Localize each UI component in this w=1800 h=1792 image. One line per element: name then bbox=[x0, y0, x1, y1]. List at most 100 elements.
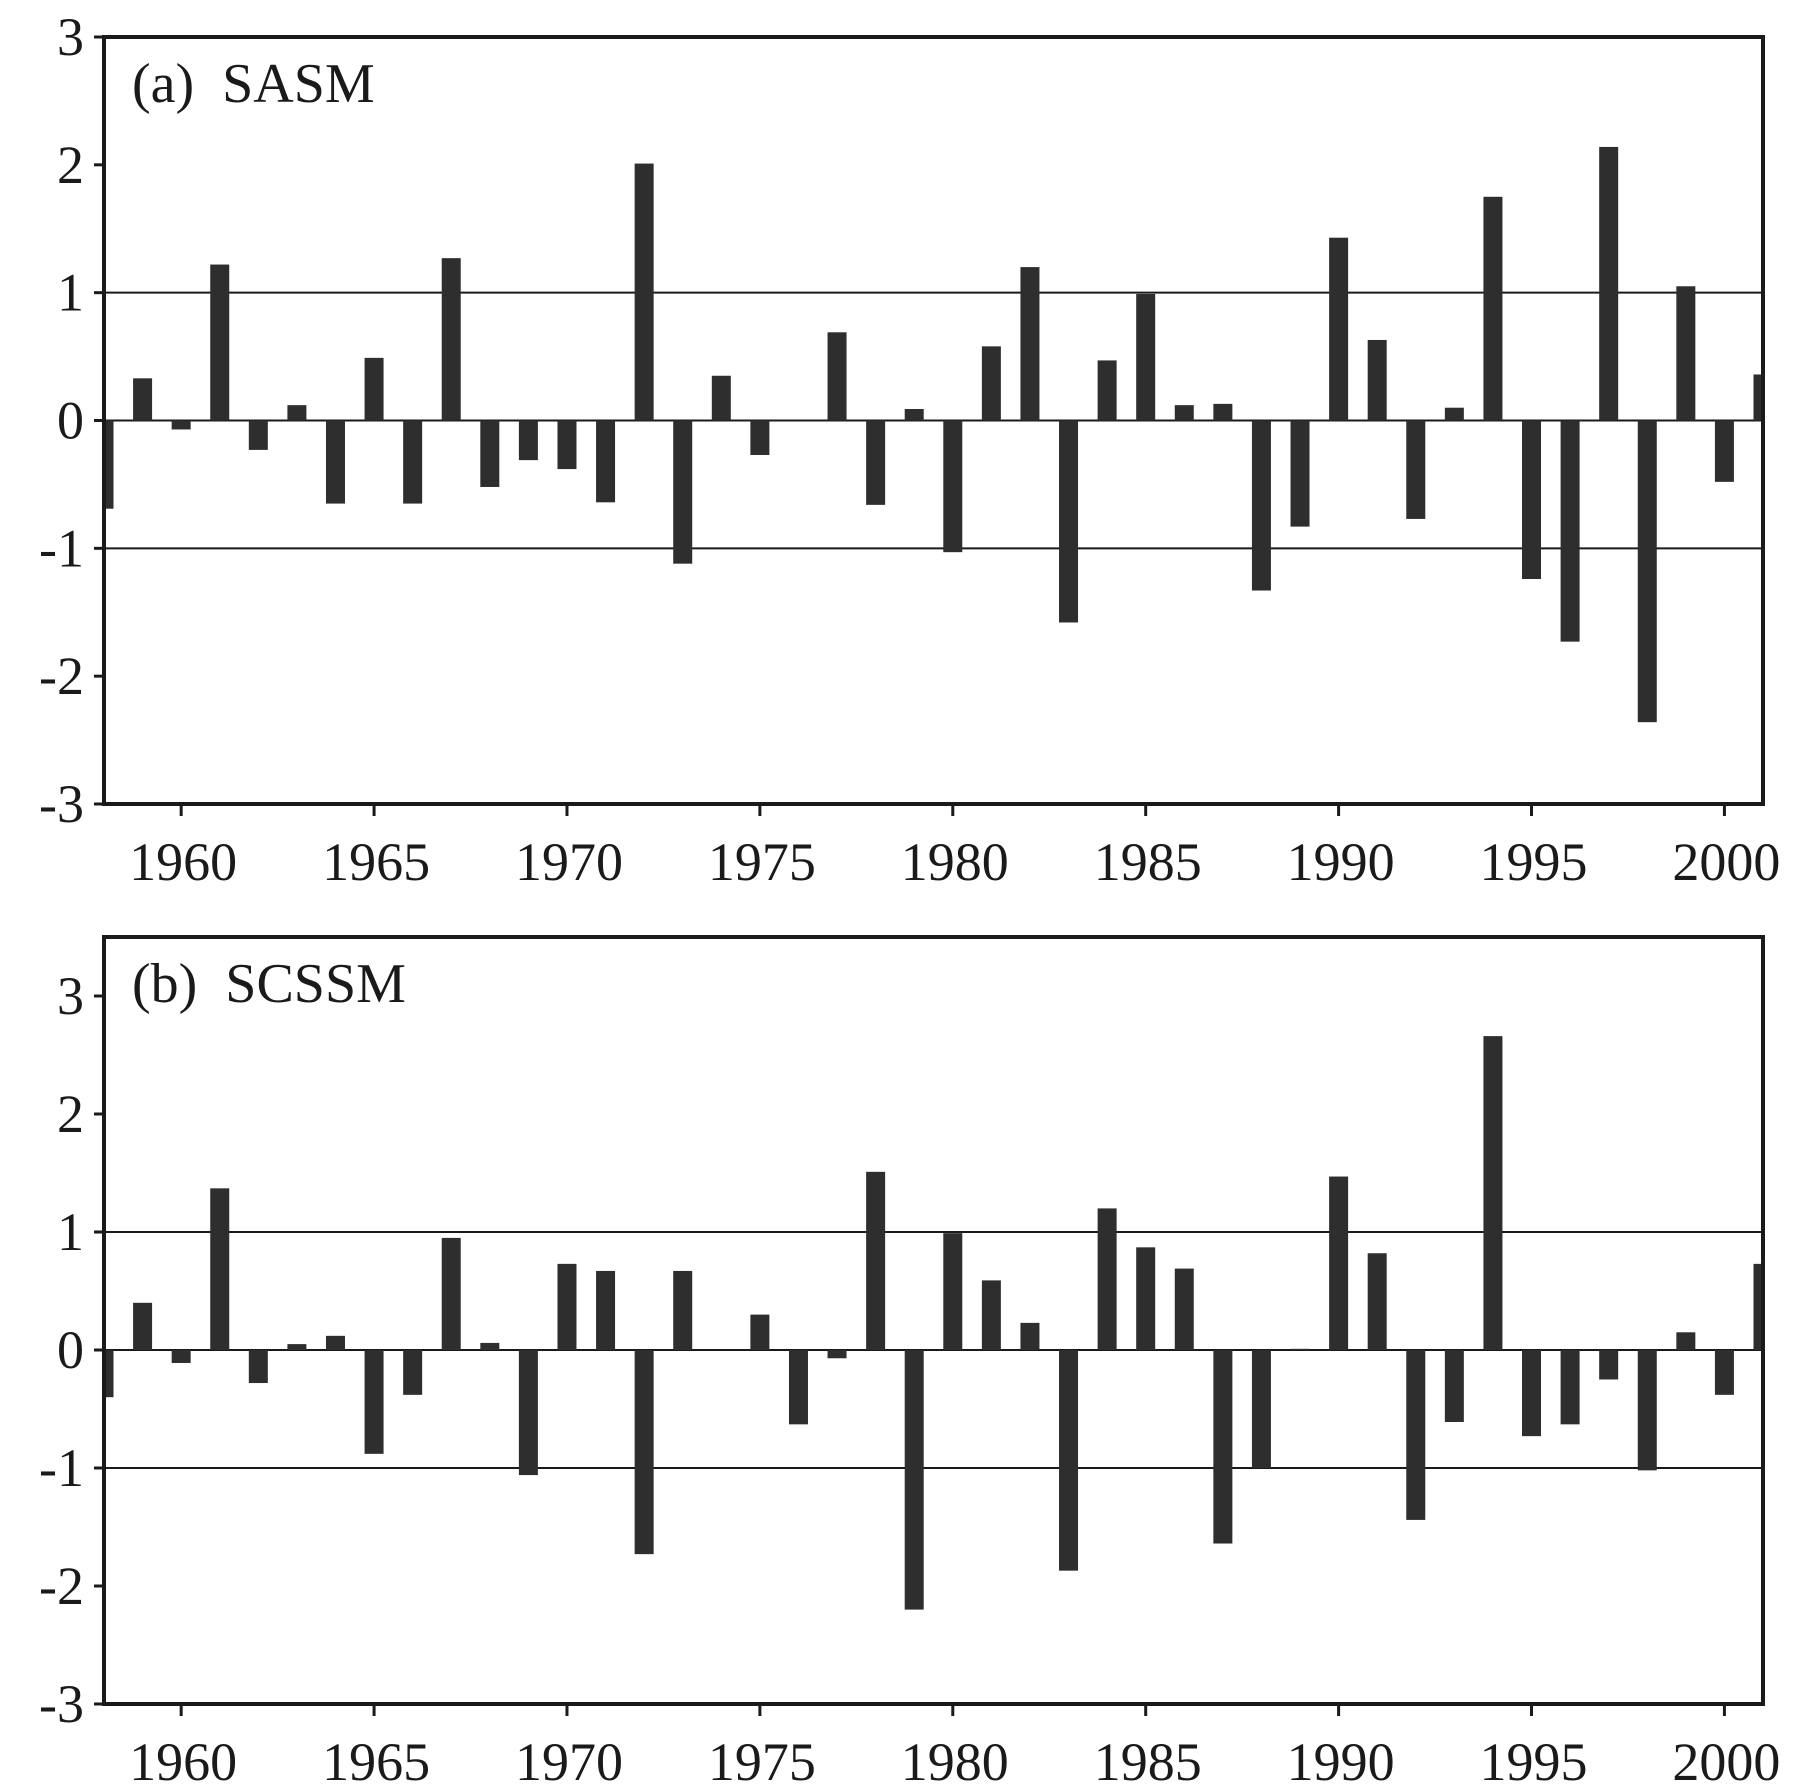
panel-a-sasm: -3 -2 -1 0 1 2 3 1960 1965 1970 1975 1980 1985 1990 19… bbox=[39, 7, 1780, 892]
bar-1959 bbox=[133, 1302, 153, 1350]
panel-title: (b) SCSSM bbox=[132, 953, 406, 1015]
x-tick-label: 1985 bbox=[1094, 1732, 1202, 1792]
bar-1967 bbox=[441, 1237, 461, 1350]
bar-1963 bbox=[287, 405, 307, 421]
bar-1995 bbox=[1522, 420, 1542, 580]
bar-2000 bbox=[1714, 420, 1734, 482]
bar-1987 bbox=[1213, 403, 1233, 421]
bar-1969 bbox=[518, 420, 538, 461]
bar-1979 bbox=[904, 1350, 924, 1610]
bar-1987 bbox=[1213, 1350, 1233, 1544]
panel-b-scssm: -3 -2 -1 0 1 2 3 1960 1965 1970 1975 1980 1985 1990 19… bbox=[39, 935, 1780, 1792]
x-tick-label: 2000 bbox=[1672, 832, 1780, 892]
bar-1975 bbox=[750, 1314, 770, 1350]
bar-1997 bbox=[1599, 146, 1619, 421]
y-tick-label: 2 bbox=[57, 1084, 84, 1144]
x-tick-label: 1980 bbox=[901, 832, 1009, 892]
bar-1986 bbox=[1174, 405, 1194, 421]
bar-1985 bbox=[1136, 1247, 1156, 1350]
bar-1980 bbox=[943, 420, 963, 553]
x-tick-label: 1960 bbox=[129, 1732, 237, 1792]
bar-1979 bbox=[904, 408, 924, 421]
bar-1965 bbox=[364, 1350, 384, 1454]
bar-1967 bbox=[441, 258, 461, 421]
y-tick-label: 0 bbox=[57, 391, 84, 451]
bar-1958 bbox=[104, 420, 114, 509]
bar-1999 bbox=[1676, 286, 1696, 421]
bar-1996 bbox=[1560, 1350, 1580, 1425]
bar-1996 bbox=[1560, 420, 1580, 642]
y-tick-label: 1 bbox=[57, 1202, 84, 1262]
bar-1992 bbox=[1406, 1350, 1426, 1520]
bar-2000 bbox=[1714, 1350, 1734, 1395]
bar-1988 bbox=[1251, 1350, 1271, 1468]
y-tick-label: -2 bbox=[39, 646, 84, 706]
x-tick-label: 1985 bbox=[1094, 832, 1202, 892]
bar-1968 bbox=[480, 420, 500, 487]
bar-1990 bbox=[1329, 1176, 1349, 1350]
y-tick-label: 1 bbox=[57, 263, 84, 323]
bar-1966 bbox=[403, 420, 423, 504]
bar-1998 bbox=[1637, 420, 1657, 723]
bar-1988 bbox=[1251, 420, 1271, 591]
bar-1983 bbox=[1059, 1350, 1079, 1571]
x-tick-label: 1970 bbox=[515, 1732, 623, 1792]
bar-1962 bbox=[248, 1350, 268, 1384]
bar-1995 bbox=[1522, 1350, 1542, 1437]
bar-1990 bbox=[1329, 237, 1349, 421]
bar-1982 bbox=[1020, 1322, 1040, 1350]
bar-1972 bbox=[634, 163, 654, 421]
bar-1989 bbox=[1290, 1348, 1310, 1350]
bar-1971 bbox=[596, 420, 616, 503]
panel-title: (a) SASM bbox=[132, 53, 375, 115]
bar-2001 bbox=[1753, 374, 1763, 421]
bar-1978 bbox=[866, 420, 886, 505]
x-tick-label: 1990 bbox=[1287, 1732, 1395, 1792]
bar-1965 bbox=[364, 357, 384, 421]
bar-1998 bbox=[1637, 1350, 1657, 1471]
bar-1964 bbox=[325, 1335, 345, 1350]
bar-1973 bbox=[673, 1270, 693, 1350]
y-tick-label: -3 bbox=[39, 1674, 84, 1734]
bar-1993 bbox=[1444, 1350, 1464, 1422]
bar-1975 bbox=[750, 420, 770, 456]
y-tick-label: -1 bbox=[39, 1438, 84, 1498]
y-tick-label: 2 bbox=[57, 135, 84, 195]
x-tick-label: 1960 bbox=[129, 832, 237, 892]
bar-1968 bbox=[480, 1342, 500, 1350]
bar-1964 bbox=[325, 420, 345, 504]
bar-1984 bbox=[1097, 360, 1117, 421]
bar-1960 bbox=[171, 1350, 191, 1363]
bar-1960 bbox=[171, 420, 191, 430]
x-tick-label: 1995 bbox=[1480, 1732, 1588, 1792]
bar-1999 bbox=[1676, 1332, 1696, 1350]
bar-series bbox=[104, 1036, 1763, 1610]
bar-1962 bbox=[248, 420, 268, 450]
x-tick-label: 2000 bbox=[1672, 1732, 1780, 1792]
bar-1971 bbox=[596, 1270, 616, 1350]
bar-1969 bbox=[518, 1350, 538, 1476]
y-tick-label: -3 bbox=[39, 774, 84, 834]
bar-1973 bbox=[673, 420, 693, 564]
bar-1961 bbox=[210, 1188, 230, 1350]
x-tick-label: 1980 bbox=[901, 1732, 1009, 1792]
bar-1986 bbox=[1174, 1268, 1194, 1350]
bar-1981 bbox=[981, 346, 1001, 421]
x-tick-label: 1995 bbox=[1480, 832, 1588, 892]
y-tick-label: 3 bbox=[57, 966, 84, 1026]
bar-1982 bbox=[1020, 267, 1040, 421]
bar-series bbox=[104, 146, 1763, 723]
bar-1992 bbox=[1406, 420, 1426, 519]
bar-1989 bbox=[1290, 420, 1310, 527]
bar-1983 bbox=[1059, 420, 1079, 623]
bar-1972 bbox=[634, 1350, 654, 1555]
bar-1994 bbox=[1483, 196, 1503, 421]
bar-1993 bbox=[1444, 407, 1464, 421]
x-tick-label: 1990 bbox=[1287, 832, 1395, 892]
bar-1991 bbox=[1367, 1253, 1387, 1350]
bar-1966 bbox=[403, 1350, 423, 1395]
bar-2001 bbox=[1753, 1263, 1763, 1350]
bar-1970 bbox=[557, 420, 577, 470]
bar-1959 bbox=[133, 378, 153, 421]
